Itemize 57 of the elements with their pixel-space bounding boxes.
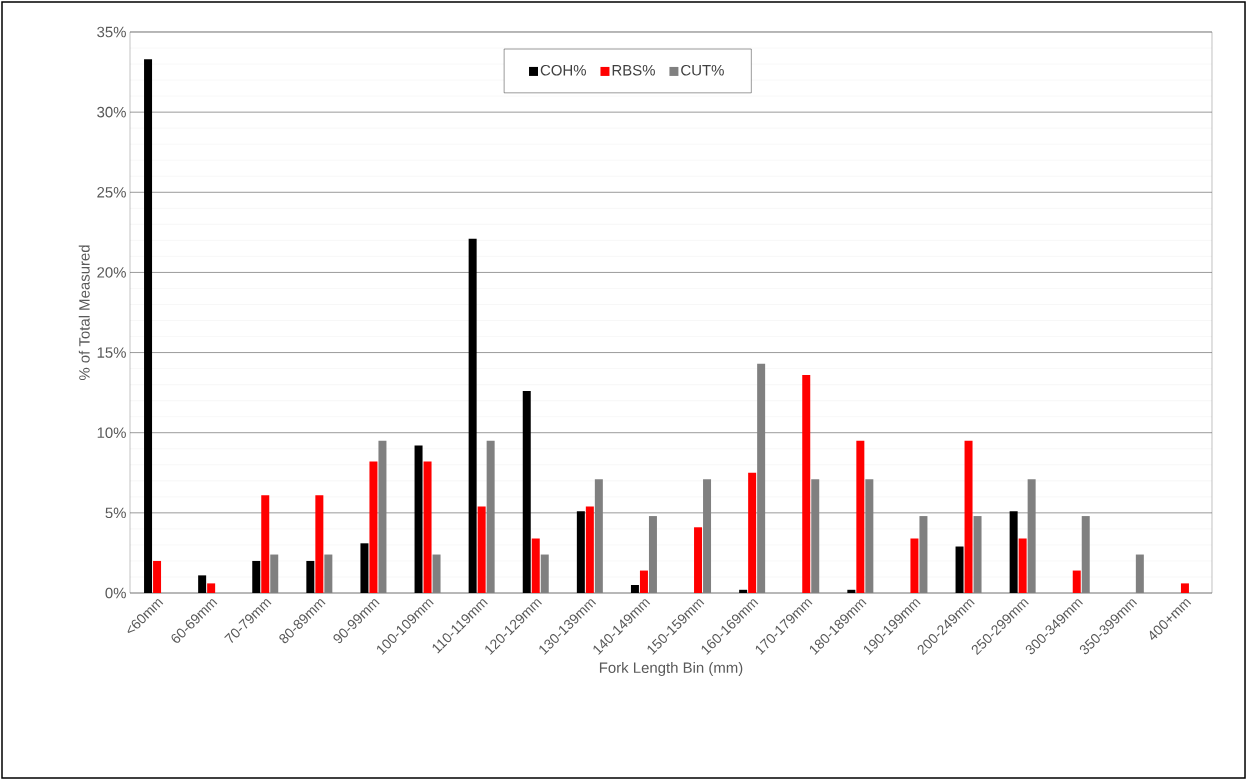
bar — [198, 575, 207, 593]
bar — [811, 479, 820, 593]
bar — [847, 589, 856, 593]
bar — [1018, 538, 1027, 593]
bar — [324, 554, 333, 593]
bar — [694, 527, 703, 593]
legend-label: COH% — [540, 64, 586, 76]
bar — [1180, 583, 1189, 593]
bar — [955, 546, 964, 593]
bar — [378, 440, 387, 593]
bar — [748, 472, 757, 593]
bar — [432, 554, 441, 593]
bar — [1072, 570, 1081, 593]
bar — [261, 495, 270, 593]
bar — [477, 506, 486, 593]
bar — [1081, 516, 1090, 593]
bar — [1135, 554, 1144, 593]
bar — [540, 554, 549, 593]
bar — [630, 584, 639, 593]
bar — [757, 363, 766, 593]
y-axis-title: % of Total Measured — [78, 245, 90, 381]
bar — [802, 375, 811, 593]
bar — [639, 570, 648, 593]
legend-label: CUT% — [681, 64, 724, 76]
bar — [964, 440, 973, 593]
bar — [856, 440, 865, 593]
y-tick-label: 10% — [97, 427, 126, 438]
bar — [270, 554, 279, 593]
bar — [153, 560, 162, 593]
y-tick-label: 35% — [97, 26, 126, 38]
bar — [306, 560, 315, 593]
bar — [1027, 479, 1036, 593]
bar — [531, 538, 540, 593]
bar — [369, 461, 378, 593]
bar — [919, 516, 928, 593]
bar — [739, 589, 748, 593]
bar — [423, 461, 432, 593]
bar — [207, 583, 216, 593]
y-tick-label: 5% — [105, 507, 126, 519]
x-axis-title: Fork Length Bin (mm) — [599, 662, 743, 676]
y-tick-label: 25% — [97, 186, 126, 198]
bar — [973, 516, 982, 593]
bar — [585, 506, 594, 593]
bar — [360, 543, 369, 593]
y-tick-label: 20% — [97, 267, 126, 278]
y-tick-label: 30% — [97, 106, 126, 118]
bar — [252, 560, 261, 593]
legend-label: RBS% — [612, 64, 655, 76]
y-tick-label: 15% — [97, 347, 126, 358]
y-tick-label: 0% — [105, 587, 126, 599]
bar — [910, 538, 919, 593]
bar — [486, 440, 495, 593]
bar — [315, 495, 324, 593]
bar — [865, 479, 874, 593]
bar — [648, 516, 657, 593]
bar — [703, 479, 712, 593]
bar — [594, 479, 603, 593]
